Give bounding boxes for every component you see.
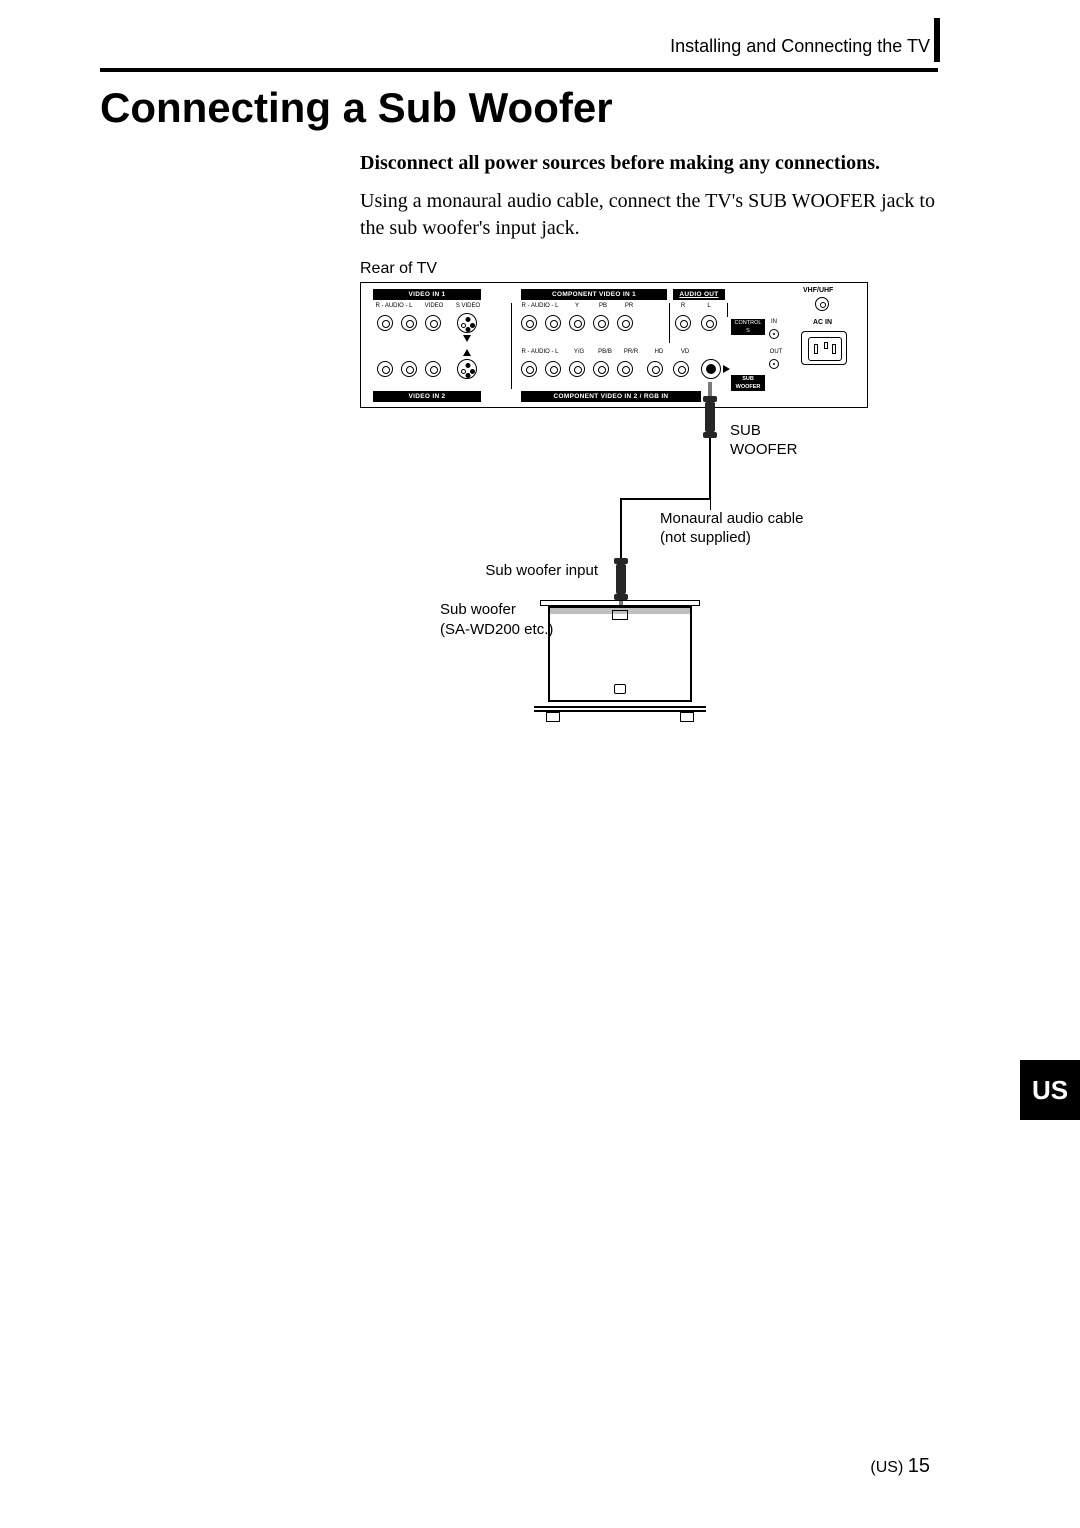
rca-jack [701,315,717,331]
rca-jack [521,315,537,331]
footer-region: (US) [870,1459,903,1476]
divider [511,303,512,389]
woofer-foot [546,712,560,722]
ac-pin [824,342,828,349]
svideo-jack [457,359,477,379]
ac-pin [814,344,818,354]
woofer-foot [680,712,694,722]
jack-label: Y [569,303,585,309]
ac-in-label: AC IN [813,319,832,326]
vhf-uhf-label: VHF/UHF [803,287,833,294]
strip-component-video-in-1: COMPONENT VIDEO IN 1 [521,289,667,300]
rca-jack [673,361,689,377]
rca-jack [647,361,663,377]
strip-audio-out: AUDIO OUT [673,289,725,300]
jack-label: PB/B [595,349,615,355]
rca-jack [617,361,633,377]
arrow-right-icon [723,365,730,373]
rca-jack [675,315,691,331]
section-label: Installing and Connecting the TV [670,36,930,57]
strip-control-s: CONTROL S [731,319,765,335]
svideo-jack [457,313,477,333]
rca-jack [425,361,441,377]
sub-woofer-drawing [540,600,700,726]
rca-jack [377,315,393,331]
header-tab-marker [934,18,940,62]
sub-woofer-strip-text: SUB WOOFER [736,376,761,390]
coax-jack [815,297,829,311]
woofer-input-jack [612,610,628,620]
region-tab: US [1020,1060,1080,1120]
strip-sub-woofer: SUB WOOFER [731,375,765,391]
rca-jack [521,361,537,377]
warning-note: Disconnect all power sources before maki… [360,152,880,175]
tv-rear-panel: VIDEO IN 1 COMPONENT VIDEO IN 1 AUDIO OU… [360,282,868,408]
jack-label: R - AUDIO - L [519,349,561,355]
cable-segment [620,498,622,558]
body-text: Using a monaural audio cable, connect th… [360,188,940,242]
page-title: Connecting a Sub Woofer [100,84,613,132]
mini-jack [769,359,779,369]
jack-label: R - AUDIO - L [519,303,561,309]
woofer-knob [614,684,626,694]
header-rule [100,68,938,72]
rca-jack [545,315,561,331]
ac-pin [832,344,836,354]
sub-woofer-input-callout: Sub woofer input [468,562,598,579]
mini-jack [769,329,779,339]
jack-label: VIDEO [421,303,447,309]
strip-component-video-in-2-rgb: COMPONENT VIDEO IN 2 / RGB IN [521,391,701,402]
rca-jack [593,315,609,331]
rca-jack [401,361,417,377]
rear-of-tv-label: Rear of TV [360,260,437,278]
sub-woofer-jack [701,359,721,379]
rca-jack [425,315,441,331]
jack-label: Y/G [569,349,589,355]
divider [669,303,670,343]
control-s-text: CONTROL S [735,320,762,334]
page: Installing and Connecting the TV Connect… [0,0,1080,1528]
rca-jack [569,315,585,331]
jack-label: R - AUDIO - L [373,303,415,309]
arrow-up-icon [463,349,471,356]
ac-inlet [801,331,847,365]
plug-tip [708,382,712,396]
jack-label: PR/R [621,349,641,355]
control-s-in-label: IN [767,319,781,325]
divider [727,303,728,317]
arrow-down-icon [463,335,471,342]
leader-line [710,480,711,510]
cable-segment [620,498,711,500]
rca-jack [401,315,417,331]
jack-label: PR [621,303,637,309]
connection-diagram: VIDEO IN 1 COMPONENT VIDEO IN 1 AUDIO OU… [360,282,940,702]
rca-jack [545,361,561,377]
plug-body [616,564,626,594]
rca-jack [377,361,393,377]
jack-label: L [701,303,717,309]
sub-woofer-jack-callout: SUB WOOFER [730,422,798,460]
page-footer: (US) 15 [870,1455,930,1478]
rca-jack [593,361,609,377]
jack-label: S VIDEO [453,303,483,309]
footer-page-number: 15 [908,1455,930,1477]
jack-label: VD [677,349,693,355]
control-s-out-label: OUT [767,349,785,355]
rca-jack [617,315,633,331]
strip-video-in-1: VIDEO IN 1 [373,289,481,300]
jack-label: PB [595,303,611,309]
strip-video-in-2: VIDEO IN 2 [373,391,481,402]
jack-label: HD [651,349,667,355]
sub-woofer-device-callout: Sub woofer (SA-WD200 etc.) [440,600,553,639]
plug-body [705,402,715,432]
monaural-cable-callout: Monaural audio cable (not supplied) [660,510,803,548]
jack-label: R [675,303,691,309]
rca-jack [569,361,585,377]
